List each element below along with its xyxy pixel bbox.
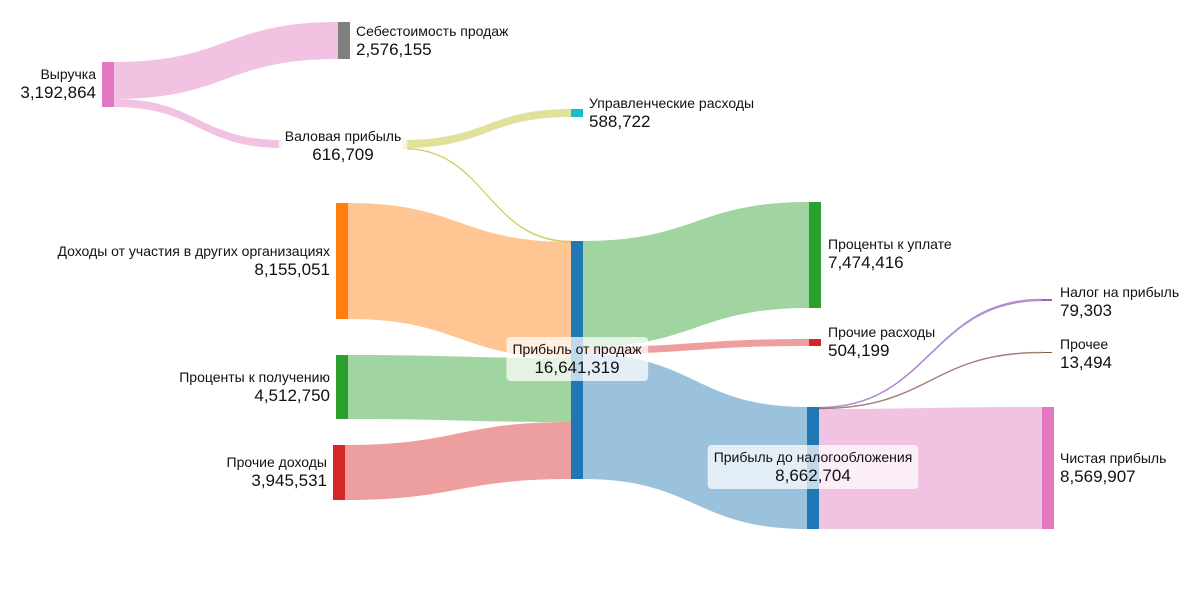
node-other_in[interactable] xyxy=(333,445,345,500)
link-other_in-to-op_profit[interactable] xyxy=(345,422,571,500)
node-name-net: Чистая прибыль xyxy=(1060,450,1166,466)
node-value-interest_out: 7,474,416 xyxy=(828,253,904,272)
node-other_out[interactable] xyxy=(809,339,821,346)
link-pretax-to-net[interactable] xyxy=(819,407,1042,529)
link-pretax-to-other[interactable] xyxy=(818,351,1043,410)
node-value-tax: 79,303 xyxy=(1060,301,1112,320)
node-name-op_profit: Прибыль от продаж xyxy=(512,341,642,357)
node-interest_in[interactable] xyxy=(336,355,348,419)
node-value-cogs: 2,576,155 xyxy=(356,40,432,59)
link-gross-to-admin[interactable] xyxy=(403,109,571,148)
node-value-interest_in: 4,512,750 xyxy=(254,386,330,405)
node-name-pretax: Прибыль до налогообложения xyxy=(714,449,913,465)
node-name-other_out: Прочие расходы xyxy=(828,324,935,340)
node-name-other: Прочее xyxy=(1060,336,1108,352)
node-participation[interactable] xyxy=(336,203,348,319)
link-revenue-to-cogs[interactable] xyxy=(114,22,338,99)
node-value-participation: 8,155,051 xyxy=(254,260,330,279)
node-other[interactable] xyxy=(1042,352,1052,353)
node-name-revenue: Выручка xyxy=(40,66,96,82)
label-background-op_profit xyxy=(506,337,649,381)
node-value-net: 8,569,907 xyxy=(1060,467,1136,486)
node-name-interest_out: Проценты к уплате xyxy=(828,236,952,252)
label-background-pretax xyxy=(707,445,919,489)
sankey-nodes xyxy=(102,22,1054,529)
node-value-revenue: 3,192,864 xyxy=(20,83,96,102)
node-value-other: 13,494 xyxy=(1060,353,1112,372)
node-net[interactable] xyxy=(1042,407,1054,529)
link-op_profit-to-interest_out[interactable] xyxy=(583,202,809,347)
node-name-participation: Доходы от участия в других организациях xyxy=(57,243,330,259)
node-value-other_in: 3,945,531 xyxy=(251,471,327,490)
node-value-admin: 588,722 xyxy=(589,112,650,131)
label-background-gross xyxy=(278,124,408,168)
link-revenue-to-gross[interactable] xyxy=(114,99,283,148)
node-interest_out[interactable] xyxy=(809,202,821,308)
node-value-gross: 616,709 xyxy=(312,145,373,164)
node-cogs[interactable] xyxy=(338,22,350,59)
node-name-interest_in: Проценты к получению xyxy=(179,369,330,385)
node-name-tax: Налог на прибыль xyxy=(1060,284,1179,300)
node-value-other_out: 504,199 xyxy=(828,341,889,360)
node-name-gross: Валовая прибыль xyxy=(285,128,402,144)
node-name-cogs: Себестоимость продаж xyxy=(356,23,509,39)
node-value-pretax: 8,662,704 xyxy=(775,466,851,485)
node-value-op_profit: 16,641,319 xyxy=(534,358,619,377)
node-name-admin: Управленческие расходы xyxy=(589,95,754,111)
link-participation-to-op_profit[interactable] xyxy=(348,203,571,358)
node-admin[interactable] xyxy=(571,109,583,117)
label-participation: Доходы от участия в других организациях8… xyxy=(57,243,330,279)
node-name-other_in: Прочие доходы xyxy=(227,454,327,470)
node-tax[interactable] xyxy=(1042,299,1052,301)
node-revenue[interactable] xyxy=(102,62,114,107)
